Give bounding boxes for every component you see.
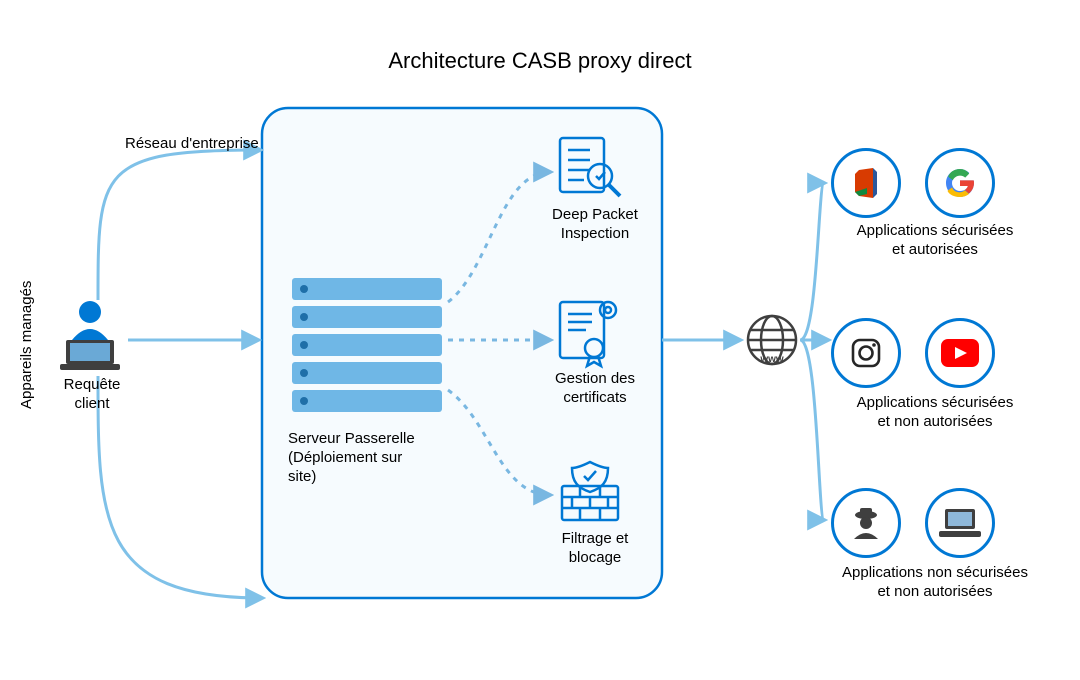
cert-label: Gestion des certificats (540, 370, 650, 408)
svg-text:www: www (759, 354, 784, 365)
instagram-icon (831, 318, 901, 388)
office-icon (831, 148, 901, 218)
laptop-unsecure-icon (925, 488, 995, 558)
diagram-title: Architecture CASB proxy direct (360, 48, 720, 74)
vertical-managed-devices-label: Appareils managés (18, 265, 35, 425)
hacker-icon (831, 488, 901, 558)
apps-secure-auth-label: Applications sécurisées et autorisées (830, 222, 1040, 260)
client-label: Requête client (52, 376, 132, 414)
network-label: Réseau d'entreprise (125, 135, 305, 154)
www-icon: www (748, 316, 796, 365)
server-stack-icon (292, 278, 442, 412)
google-icon (925, 148, 995, 218)
apps-unsecure-unauth-label: Applications non sécurisées et non autor… (820, 564, 1050, 602)
apps-secure-unauth-label: Applications sécurisées et non autorisée… (830, 394, 1040, 432)
filter-label: Filtrage et blocage (540, 530, 650, 568)
youtube-icon (925, 318, 995, 388)
server-label: Serveur Passerelle (Déploiement sur site… (288, 430, 458, 486)
client-icon (60, 301, 120, 370)
dpi-label: Deep Packet Inspection (540, 206, 650, 244)
